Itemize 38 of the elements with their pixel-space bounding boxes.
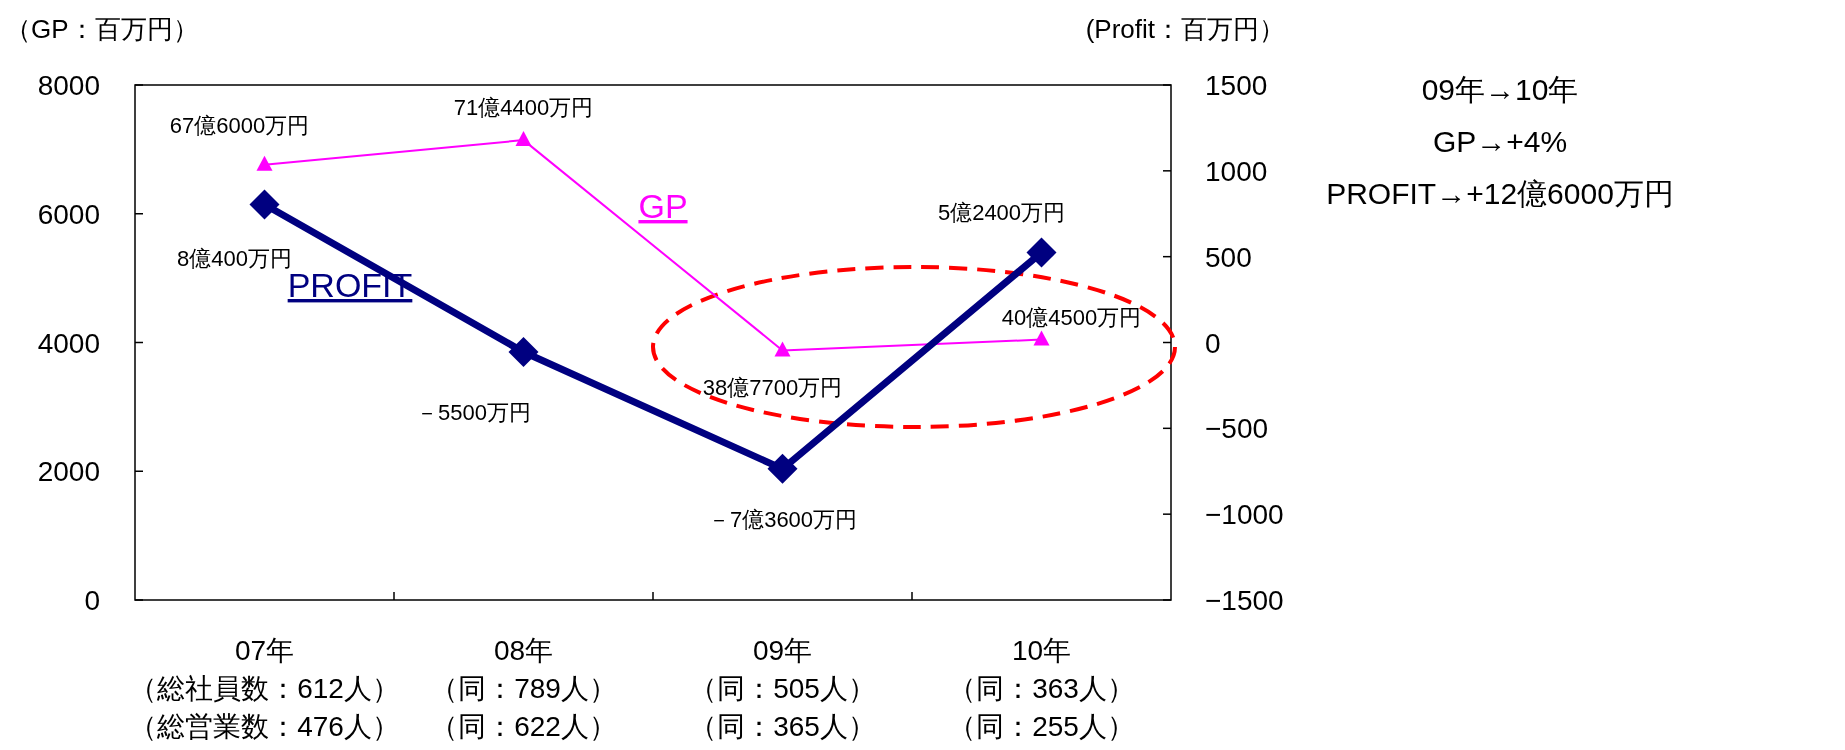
y-tick-label: 8000	[37, 70, 100, 101]
y-axis-title: （GP：百万円）	[5, 14, 199, 44]
point	[249, 189, 280, 220]
point	[256, 155, 273, 171]
y2-tick-label: −1000	[1205, 499, 1284, 531]
y2-tick-label: 1000	[1205, 155, 1268, 187]
annotation: 71億4400万円	[453, 95, 594, 121]
y-tick-label: 4000	[37, 327, 100, 359]
point	[767, 453, 798, 484]
text: GP→+4%	[1432, 125, 1568, 158]
y2-tick-label: 1500	[1205, 70, 1268, 101]
annotation: －5500万円	[416, 399, 531, 425]
y-tick-label: 6000	[37, 198, 100, 230]
annotation: 5億2400万円	[937, 199, 1066, 225]
series-label: GP	[638, 187, 688, 225]
y2-tick-label: −1500	[1205, 585, 1284, 616]
point	[1026, 237, 1057, 268]
y2-axis-title: (Profit：百万円）	[1085, 14, 1285, 44]
y2-tick-label: −500	[1205, 413, 1269, 445]
x-tick-label: 08年（同：789人）（同：622人）	[430, 635, 617, 742]
y-tick-label: 2000	[37, 456, 100, 488]
point	[515, 131, 532, 147]
point	[774, 341, 791, 357]
y2-tick-label: 0	[1205, 327, 1221, 359]
y-tick-label: 0	[84, 585, 100, 616]
point	[508, 336, 539, 367]
annotation: 40億4500万円	[1001, 304, 1142, 330]
annotation: 67億6000万円	[169, 112, 310, 138]
text: PROFIT→+12億6000万円	[1326, 177, 1674, 210]
text: 09年→10年	[1421, 73, 1579, 106]
annotation: 8億400万円	[177, 246, 292, 272]
x-tick-label: 07年（総社員数：612人）（総営業数：476人）	[129, 635, 400, 742]
x-tick-label: 09年（同：505人）（同：365人）	[689, 635, 876, 742]
y2-tick-label: 500	[1205, 241, 1252, 273]
x-tick-label: 10年（同：363人）（同：255人）	[948, 635, 1135, 742]
annotation: 38億7700万円	[702, 375, 843, 401]
annotation: －7億3600万円	[707, 506, 858, 532]
point	[1033, 330, 1050, 346]
